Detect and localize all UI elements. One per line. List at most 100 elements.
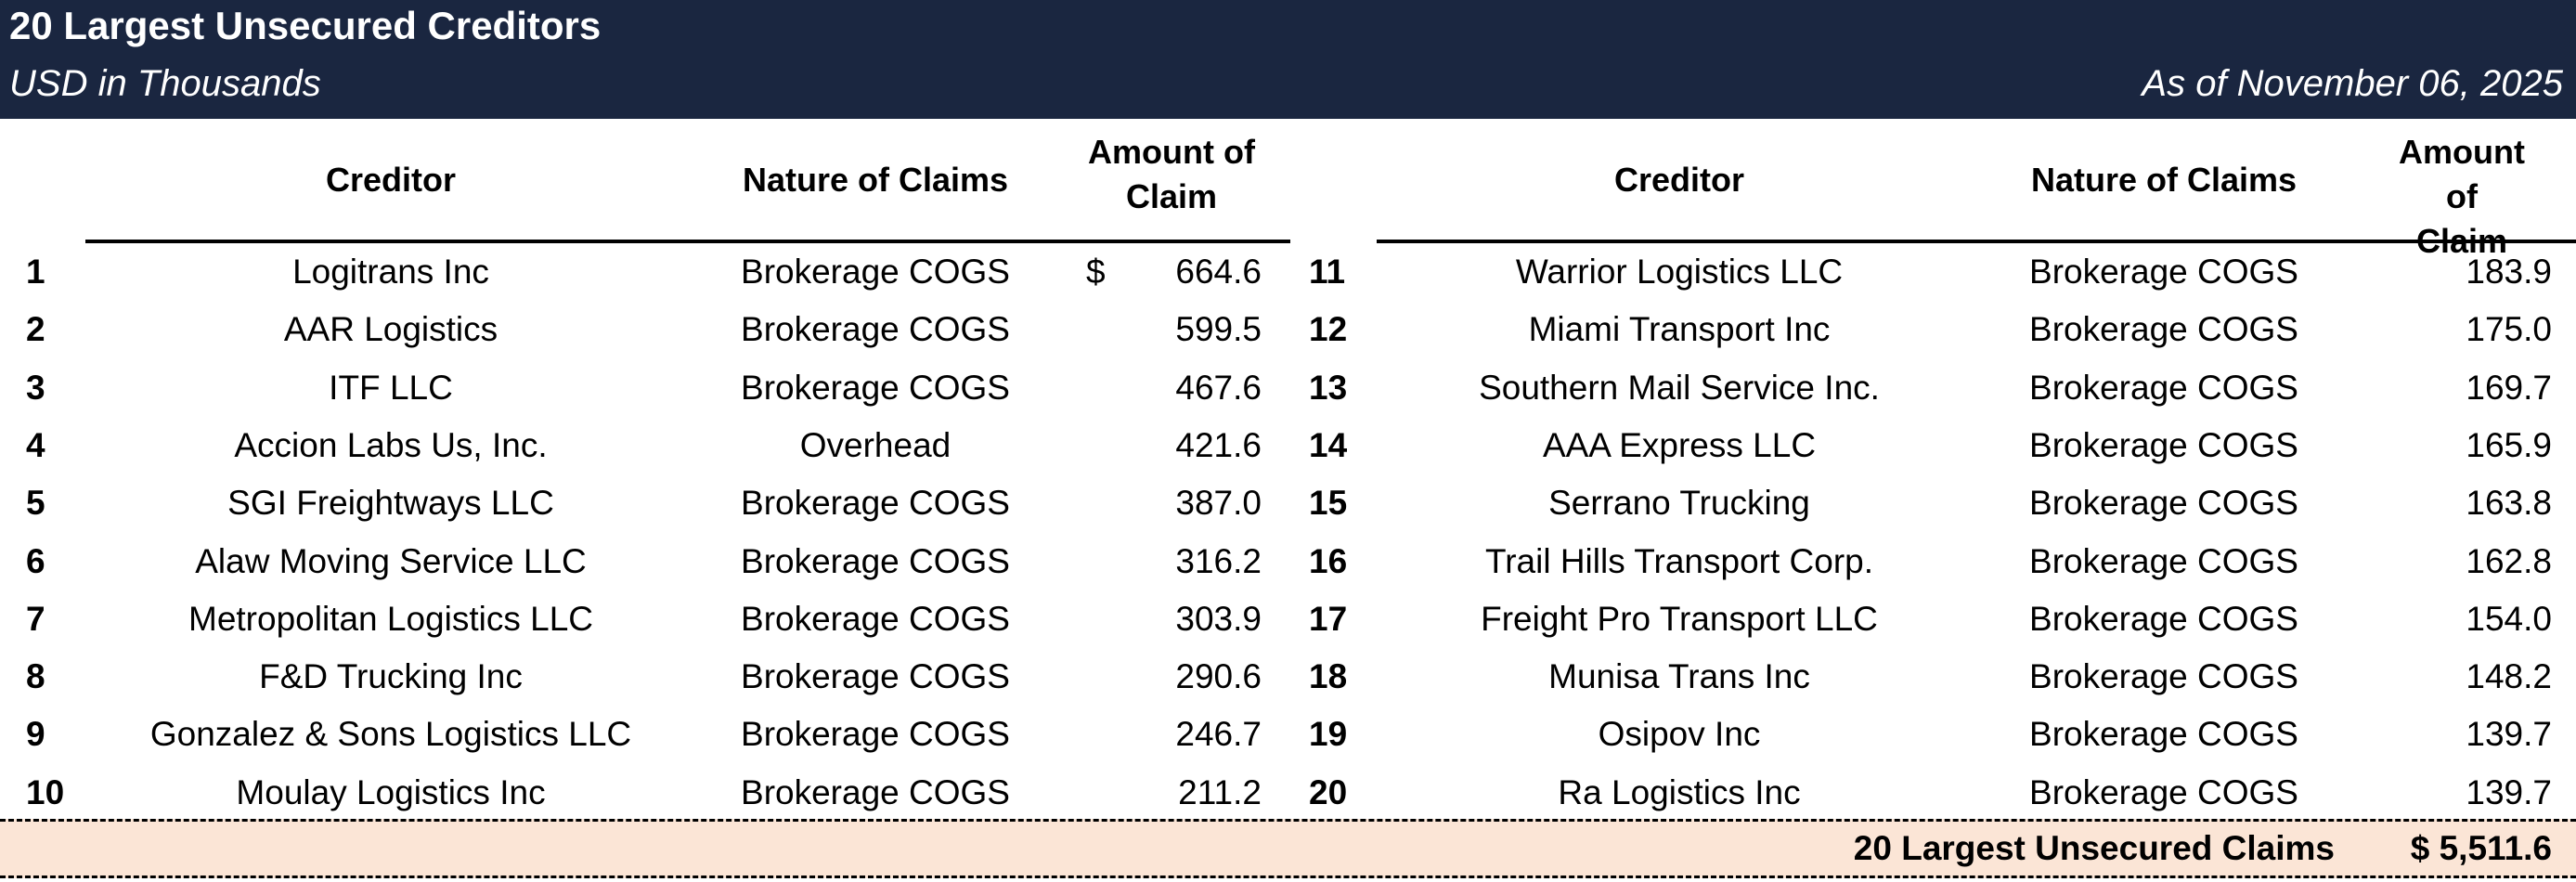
table-row: 8 F&D Trucking Inc Brokerage COGS 290.6 [0, 648, 2576, 706]
report-title: 20 Largest Unsecured Creditors [9, 4, 602, 47]
creditor-name: Trail Hills Transport Corp. [1484, 541, 1874, 580]
table-row: 17 Freight Pro Transport LLC Brokerage COG… [0, 590, 2576, 648]
nature-of-claim: Brokerage COGS [741, 772, 1010, 811]
claim-amount: 599.5 [1175, 310, 1262, 349]
creditor-name: AAA Express LLC [1542, 425, 1817, 464]
creditor-name: Alaw Moving Service LLC [195, 541, 587, 580]
nature-of-claim: Brokerage COGS [2029, 484, 2298, 523]
report-subtitle: USD in Thousands [9, 63, 321, 104]
creditor-name: Freight Pro Transport LLC [1481, 599, 1878, 638]
total-value: $ 5,511.6 [2410, 829, 2552, 867]
header-rule-right [1377, 240, 2576, 243]
nature-of-claim: Overhead [799, 425, 951, 464]
creditor-name: Logitrans Inc [292, 253, 489, 291]
table-row: 13 Southern Mail Service Inc. Brokerage CO… [0, 359, 2576, 417]
creditor-name: Osipov Inc [1598, 715, 1761, 754]
rank-number: 15 [1309, 484, 1348, 523]
nature-of-claim: Brokerage COGS [741, 657, 1010, 696]
claim-amount: 290.6 [1175, 657, 1262, 696]
header-rule-left [85, 240, 1290, 243]
creditor-name: Metropolitan Logistics LLC [188, 599, 593, 638]
col-header-creditor-right: Creditor [1613, 161, 1745, 199]
rank-number: 10 [26, 772, 65, 811]
rank-number: 18 [1309, 657, 1348, 696]
table-row: 16 Trail Hills Transport Corp. Brokerage C… [0, 533, 2576, 590]
creditor-name: Warrior Logistics LLC [1515, 253, 1844, 291]
claim-amount: 139.7 [2466, 772, 2552, 811]
table-row: 4 Accion Labs Us, Inc. Overhead 421.6 [0, 417, 2576, 474]
nature-of-claim: Brokerage COGS [741, 599, 1010, 638]
table-row: 12 Miami Transport Inc Brokerage COGS 175.0 [0, 301, 2576, 358]
creditor-name: Moulay Logistics Inc [236, 772, 546, 811]
table-row: 3 ITF LLC Brokerage COGS 467.6 [0, 359, 2576, 417]
claim-amount: 316.2 [1175, 541, 1262, 580]
creditor-name: Serrano Trucking [1548, 484, 1810, 523]
creditor-name: SGI Freightways LLC [227, 484, 554, 523]
claim-amount: 664.6 [1175, 253, 1262, 291]
claim-amount: 421.6 [1175, 425, 1262, 464]
claim-amount: 211.2 [1178, 772, 1262, 811]
rank-number: 7 [26, 599, 45, 638]
table-row: 15 Serrano Trucking Brokerage COGS 163.8 [0, 474, 2576, 532]
rank-number: 14 [1309, 425, 1348, 464]
claim-amount: 169.7 [2466, 368, 2552, 407]
table-row: 14 AAA Express LLC Brokerage COGS 165.9 [0, 417, 2576, 474]
nature-of-claim: Brokerage COGS [741, 541, 1010, 580]
claim-amount: 467.6 [1175, 368, 1262, 407]
claim-amount: 246.7 [1175, 715, 1262, 754]
creditor-name: Accion Labs Us, Inc. [234, 425, 548, 464]
claim-amount: 303.9 [1175, 599, 1262, 638]
claim-amount: 154.0 [2466, 599, 2552, 638]
col-header-amount-left: Amount of Claim [1088, 130, 1255, 219]
nature-of-claim: Brokerage COGS [741, 484, 1010, 523]
amount-header-line1: Amount of [2399, 133, 2525, 215]
rank-number: 19 [1309, 715, 1348, 754]
creditor-name: Munisa Trans Inc [1548, 657, 1810, 696]
table-row: 6 Alaw Moving Service LLC Brokerage COGS 31… [0, 533, 2576, 590]
nature-of-claim: Brokerage COGS [2029, 425, 2298, 464]
table-row: 19 Osipov Inc Brokerage COGS 139.7 [0, 706, 2576, 763]
table-row: 20 Ra Logistics Inc Brokerage COGS 139.7 [0, 764, 2576, 822]
table-row: 5 SGI Freightways LLC Brokerage COGS 387.0 [0, 474, 2576, 532]
claim-amount: 165.9 [2466, 425, 2552, 464]
table-row: 7 Metropolitan Logistics LLC Brokerage COG… [0, 590, 2576, 648]
claim-amount: 175.0 [2466, 310, 2552, 349]
claim-amount: 162.8 [2466, 541, 2552, 580]
creditor-name: Gonzalez & Sons Logistics LLC [149, 715, 632, 754]
nature-of-claim: Brokerage COGS [741, 310, 1010, 349]
nature-of-claim: Brokerage COGS [741, 253, 1010, 291]
currency-symbol: $ [1086, 253, 1106, 291]
rank-number: 17 [1309, 599, 1348, 638]
claim-amount: 183.9 [2466, 253, 2552, 291]
nature-of-claim: Brokerage COGS [2029, 368, 2298, 407]
nature-of-claim: Brokerage COGS [2029, 599, 2298, 638]
creditor-name: Miami Transport Inc [1528, 310, 1831, 349]
creditor-name: ITF LLC [329, 368, 453, 407]
nature-of-claim: Brokerage COGS [2029, 310, 2298, 349]
rank-number: 5 [26, 484, 45, 523]
table-row: 11 Warrior Logistics LLC Brokerage COGS 183… [0, 243, 2576, 301]
nature-of-claim: Brokerage COGS [2029, 772, 2298, 811]
rank-number: 20 [1309, 772, 1348, 811]
col-header-nature-left: Nature of Claims [742, 161, 1009, 199]
nature-of-claim: Brokerage COGS [741, 715, 1010, 754]
as-of-date: As of November 06, 2025 [2142, 63, 2563, 104]
rank-number: 1 [26, 253, 45, 291]
col-header-nature-right: Nature of Claims [2030, 161, 2298, 199]
claim-amount: 163.8 [2466, 484, 2552, 523]
total-label: 20 Largest Unsecured Claims [1853, 829, 2335, 867]
rank-number: 16 [1309, 541, 1348, 580]
amount-header-line2: Claim [1125, 177, 1218, 215]
col-header-creditor-left: Creditor [325, 161, 457, 199]
creditor-name: F&D Trucking Inc [259, 657, 523, 696]
rank-number: 2 [26, 310, 45, 349]
creditor-name: AAR Logistics [283, 310, 498, 349]
table-row: 18 Munisa Trans Inc Brokerage COGS 148.2 [0, 648, 2576, 706]
nature-of-claim: Brokerage COGS [741, 368, 1010, 407]
rank-number: 11 [1309, 253, 1346, 291]
rank-number: 13 [1309, 368, 1348, 407]
nature-of-claim: Brokerage COGS [2029, 541, 2298, 580]
total-row: 20 Largest Unsecured Claims $ 5,511.6 [0, 819, 2576, 878]
report-header: 20 Largest Unsecured Creditors USD in Th… [0, 0, 2576, 119]
nature-of-claim: Brokerage COGS [2029, 715, 2298, 754]
